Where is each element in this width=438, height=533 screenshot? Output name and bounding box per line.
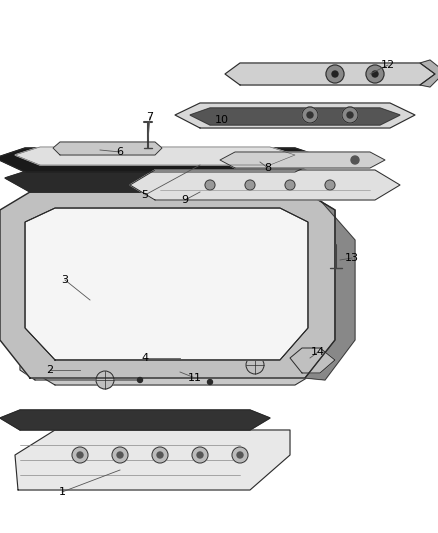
Polygon shape (53, 142, 162, 155)
Circle shape (372, 71, 378, 77)
Circle shape (237, 452, 243, 458)
Polygon shape (130, 170, 400, 200)
Polygon shape (0, 148, 325, 172)
Polygon shape (420, 60, 438, 87)
Polygon shape (305, 192, 355, 380)
Circle shape (326, 65, 344, 83)
Circle shape (138, 377, 142, 383)
Polygon shape (190, 108, 400, 125)
Polygon shape (225, 63, 435, 85)
Text: 8: 8 (265, 163, 272, 173)
Polygon shape (20, 355, 155, 380)
Polygon shape (15, 430, 290, 490)
Circle shape (192, 447, 208, 463)
Circle shape (307, 112, 313, 118)
Circle shape (302, 107, 318, 123)
Circle shape (72, 447, 88, 463)
Polygon shape (290, 348, 335, 373)
Text: 4: 4 (141, 353, 148, 363)
Text: 12: 12 (381, 60, 395, 70)
Text: 10: 10 (215, 115, 229, 125)
Polygon shape (15, 147, 295, 165)
Polygon shape (25, 208, 308, 360)
Text: 5: 5 (141, 190, 148, 200)
Circle shape (285, 180, 295, 190)
Circle shape (77, 452, 83, 458)
Circle shape (342, 107, 358, 123)
Circle shape (325, 180, 335, 190)
Text: 3: 3 (61, 275, 68, 285)
Polygon shape (0, 410, 270, 430)
Polygon shape (25, 208, 308, 360)
Circle shape (152, 447, 168, 463)
Text: 14: 14 (311, 347, 325, 357)
Text: 11: 11 (188, 373, 202, 383)
Circle shape (366, 65, 384, 83)
Text: 6: 6 (117, 147, 124, 157)
Text: 2: 2 (46, 365, 53, 375)
Polygon shape (5, 170, 330, 192)
Circle shape (286, 354, 294, 362)
Polygon shape (0, 192, 335, 378)
Circle shape (246, 356, 264, 374)
Polygon shape (35, 355, 315, 385)
Circle shape (117, 452, 123, 458)
Circle shape (208, 379, 212, 384)
Circle shape (347, 112, 353, 118)
Circle shape (112, 447, 128, 463)
Circle shape (96, 371, 114, 389)
Circle shape (332, 71, 338, 77)
Text: 7: 7 (146, 112, 154, 122)
Text: 1: 1 (59, 487, 66, 497)
Circle shape (245, 180, 255, 190)
Polygon shape (220, 152, 385, 168)
Circle shape (232, 447, 248, 463)
Circle shape (351, 156, 359, 164)
Circle shape (197, 452, 203, 458)
Polygon shape (35, 342, 330, 375)
Text: 9: 9 (181, 195, 189, 205)
Circle shape (157, 452, 163, 458)
Polygon shape (175, 103, 415, 128)
Text: 13: 13 (345, 253, 359, 263)
Polygon shape (30, 342, 65, 355)
Circle shape (205, 180, 215, 190)
